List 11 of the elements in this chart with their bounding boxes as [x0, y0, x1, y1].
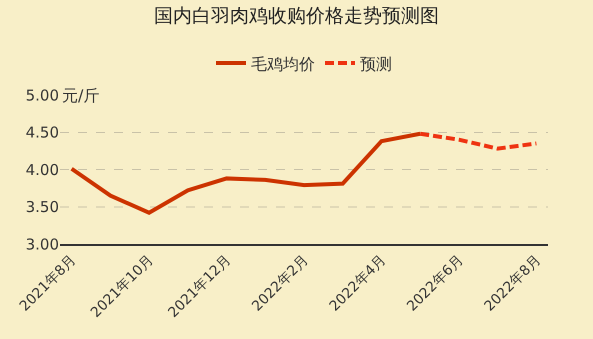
y-tick-label: 4.50	[26, 124, 59, 142]
legend-label: 毛鸡均价	[251, 54, 315, 74]
annotation: 元/斤	[62, 86, 100, 105]
y-tick-label: 5.00	[26, 86, 59, 104]
y-tick-label: 3.50	[26, 198, 59, 216]
line-series	[70, 132, 422, 215]
y-tick-label: 4.00	[26, 160, 59, 179]
legend-label: 预测	[360, 54, 392, 74]
y-tick-label: 3.00	[26, 235, 59, 254]
chart-title: 国内白羽肉鸡收购价格走势预测图	[154, 4, 439, 27]
line-series	[418, 132, 538, 151]
